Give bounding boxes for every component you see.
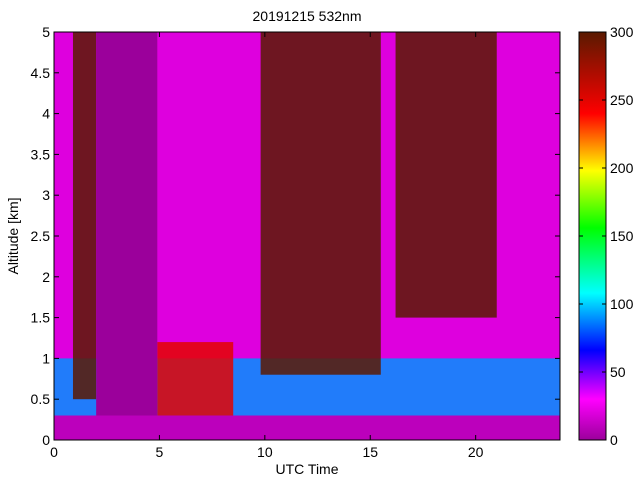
heatmap-no-data bbox=[96, 32, 158, 440]
x-axis-label: UTC Time bbox=[276, 461, 339, 477]
y-tick-label: 1 bbox=[42, 350, 50, 366]
colorbar-tick-label: 250 bbox=[610, 92, 634, 108]
x-tick-label: 15 bbox=[362, 444, 378, 460]
heatmap-feature bbox=[395, 32, 497, 318]
x-tick-label: 5 bbox=[156, 444, 164, 460]
colorbar-tick-label: 200 bbox=[610, 160, 634, 176]
colorbar bbox=[578, 31, 607, 441]
chart-title: 20191215 532nm bbox=[253, 8, 362, 24]
heatmap bbox=[54, 32, 560, 440]
y-tick-label: 4.5 bbox=[31, 65, 51, 81]
heatmap-feature bbox=[72, 32, 97, 400]
y-tick-label: 1.5 bbox=[31, 310, 51, 326]
y-axis: 0 0.5 1 1.5 2 2.5 3 3.5 4 4.5 5 bbox=[31, 24, 560, 448]
colorbar-tick-label: 100 bbox=[610, 296, 634, 312]
x-tick-label: 20 bbox=[468, 444, 484, 460]
heatmap-surface-layer bbox=[54, 415, 560, 440]
x-axis: 0 5 10 15 20 bbox=[50, 32, 484, 460]
colorbar-tick-label: 50 bbox=[610, 364, 626, 380]
x-tick-label: 10 bbox=[257, 444, 273, 460]
y-tick-label: 3 bbox=[42, 187, 50, 203]
y-tick-label: 0.5 bbox=[31, 391, 51, 407]
heatmap-feature bbox=[260, 32, 381, 375]
y-axis-label: Altitude [km] bbox=[5, 197, 21, 274]
x-tick-label: 0 bbox=[50, 444, 58, 460]
y-tick-label: 3.5 bbox=[31, 146, 51, 162]
colorbar-tick-label: 300 bbox=[610, 24, 634, 40]
colorbar-tick-label: 150 bbox=[610, 228, 634, 244]
y-tick-label: 2.5 bbox=[31, 228, 51, 244]
heatmap-feature bbox=[157, 342, 234, 416]
colorbar-axis: 0 50 100 150 200 250 300 bbox=[579, 24, 634, 448]
colorbar-tick-label: 0 bbox=[610, 432, 618, 448]
y-tick-label: 5 bbox=[42, 24, 50, 40]
y-tick-label: 4 bbox=[42, 106, 50, 122]
y-tick-label: 0 bbox=[42, 432, 50, 448]
y-tick-label: 2 bbox=[42, 269, 50, 285]
